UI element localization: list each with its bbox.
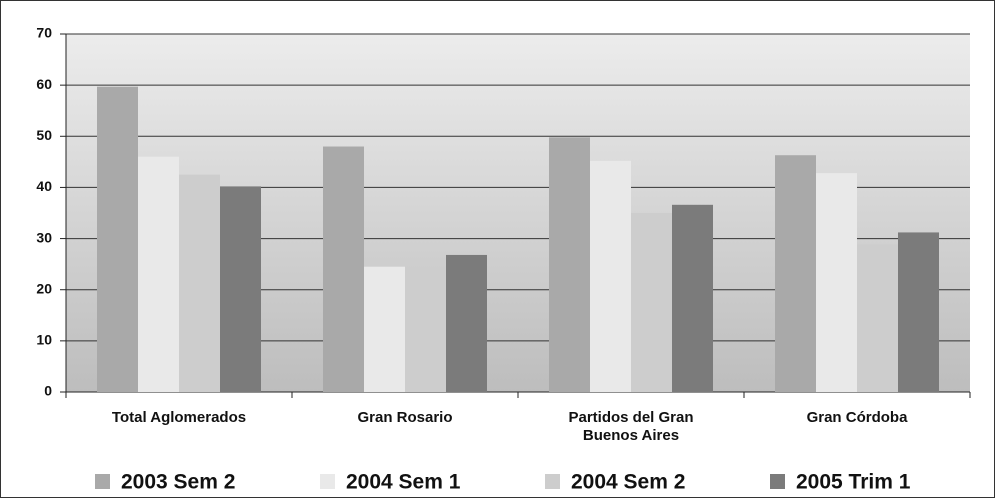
bar [323,146,364,392]
bar [405,266,446,392]
y-tick-label: 60 [36,76,52,92]
legend-swatch [545,474,560,489]
legend-label: 2004 Sem 1 [346,471,461,494]
legend-label: 2005 Trim 1 [796,471,911,494]
legend-label: 2003 Sem 2 [121,471,235,494]
bar [220,186,261,392]
x-tick-label: Total Aglomerados [111,409,247,426]
bar [898,232,939,392]
bar [179,174,220,392]
y-tick-label: 0 [44,383,52,399]
legend-swatch [770,474,785,489]
bar [364,266,405,392]
y-tick-label: 50 [36,127,52,143]
bar [97,86,138,393]
bar [672,204,713,392]
x-tick-label: Partidos del Gran Buenos Aires [568,409,694,444]
y-tick-label: 20 [36,280,52,296]
bar [138,156,179,392]
bar [775,155,816,392]
bar [446,254,487,392]
y-tick-label: 30 [36,229,52,245]
x-tick-label: Gran Córdoba [806,409,908,426]
bar [549,137,590,392]
legend-swatch [95,474,110,489]
legend-label: 2004 Sem 2 [571,471,685,494]
bar [590,160,631,392]
bar [816,173,857,392]
bar [857,244,898,392]
bar [631,213,672,392]
legend-swatch [320,474,335,489]
y-tick-label: 40 [36,178,52,194]
y-tick-label: 10 [36,332,52,348]
x-tick-label: Gran Rosario [357,409,453,426]
y-tick-label: 70 [36,25,52,41]
